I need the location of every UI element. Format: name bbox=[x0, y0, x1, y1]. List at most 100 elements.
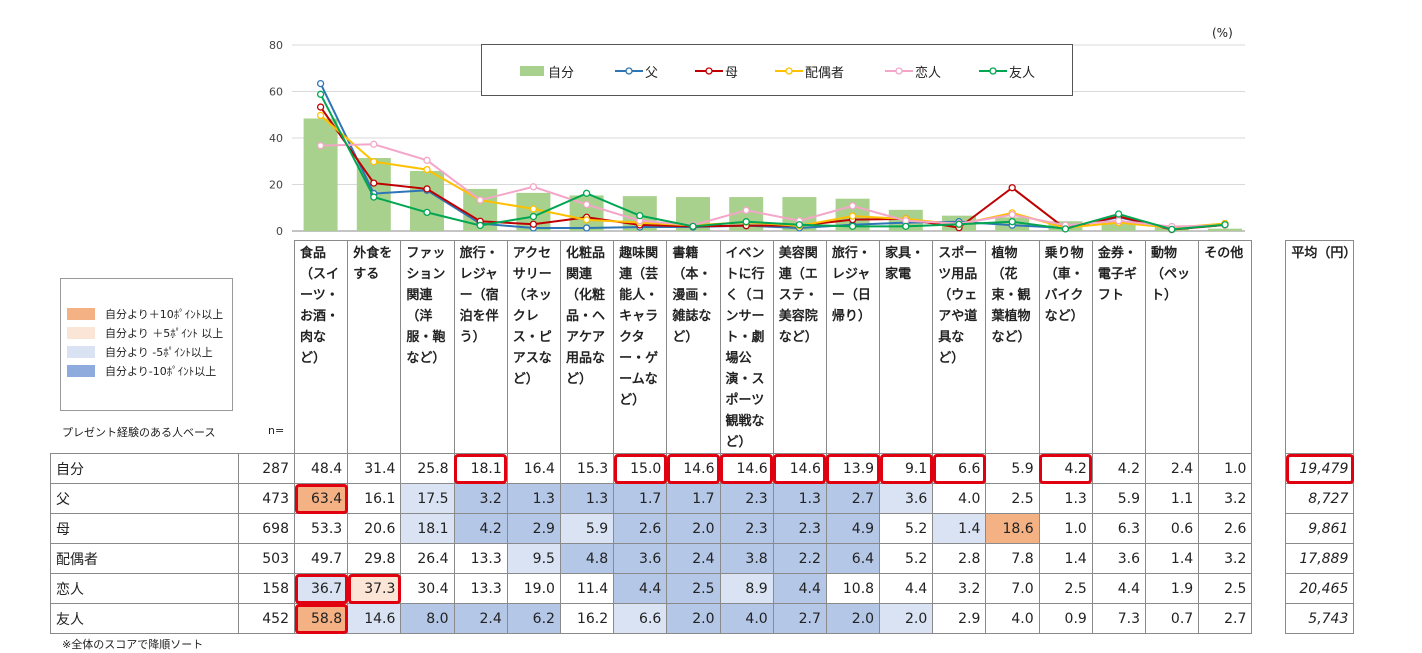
value-cell: 1.0 bbox=[1198, 453, 1253, 484]
avg-cell: 9,861 bbox=[1285, 513, 1355, 544]
value-cell: 4.0 bbox=[985, 603, 1040, 634]
value-cell: 0.6 bbox=[1144, 513, 1200, 544]
spacer-cell bbox=[1252, 241, 1286, 454]
value-cell: 37.3 bbox=[347, 573, 402, 604]
series-point bbox=[370, 193, 378, 201]
value-cell: 2.8 bbox=[932, 543, 987, 574]
value-cell: 10.8 bbox=[825, 573, 881, 604]
bar bbox=[410, 171, 444, 231]
value-cell: 6.2 bbox=[506, 603, 561, 634]
row-label: 配偶者 bbox=[50, 543, 239, 574]
series-point bbox=[1168, 225, 1176, 234]
key-label: 自分より ＋5ﾎﾟｲﾝﾄ 以上 bbox=[105, 327, 224, 340]
series-point bbox=[848, 202, 857, 210]
series-point bbox=[902, 222, 910, 231]
series-point bbox=[582, 216, 591, 224]
value-cell: 16.2 bbox=[559, 603, 615, 634]
value-cell: 2.6 bbox=[613, 513, 668, 544]
footnote: ※全体のスコアで降順ソート bbox=[62, 638, 204, 651]
value-cell: 5.2 bbox=[879, 513, 934, 544]
row-label: 母 bbox=[50, 513, 239, 544]
row-label: 友人 bbox=[50, 603, 239, 634]
value-cell: 30.4 bbox=[400, 573, 455, 604]
value-cell: 2.7 bbox=[1198, 603, 1253, 634]
value-cell: 1.4 bbox=[932, 513, 987, 544]
value-cell: 4.2 bbox=[453, 513, 508, 544]
series-point bbox=[476, 221, 484, 230]
value-cell: 0.9 bbox=[1038, 603, 1093, 634]
column-header: 植物（花束・観葉植物など） bbox=[985, 240, 1040, 454]
value-cell: 2.3 bbox=[719, 483, 774, 514]
value-cell: 63.4 bbox=[293, 483, 349, 514]
value-cell: 6.6 bbox=[932, 453, 987, 484]
value-cell: 2.4 bbox=[453, 603, 508, 634]
row-label: 恋人 bbox=[50, 573, 239, 604]
value-cell: 19.0 bbox=[506, 573, 561, 604]
column-header: 食品（スイーツ・お酒・肉など） bbox=[293, 240, 349, 454]
value-cell: 4.4 bbox=[1091, 573, 1147, 604]
sample-size: 698 bbox=[238, 513, 295, 544]
bar bbox=[1208, 228, 1242, 231]
value-cell: 2.9 bbox=[932, 603, 987, 634]
series-point bbox=[636, 212, 644, 220]
series-point bbox=[423, 165, 431, 174]
value-cell: 3.2 bbox=[1198, 483, 1253, 514]
value-cell: 1.9 bbox=[1144, 573, 1200, 604]
series-point bbox=[689, 222, 697, 231]
value-cell: 1.3 bbox=[506, 483, 561, 514]
legend-label: 友人 bbox=[1009, 65, 1036, 81]
series-point bbox=[1008, 184, 1016, 192]
value-cell: 4.2 bbox=[1091, 453, 1147, 484]
key-label: 自分より -5ﾎﾟｲﾝﾄ以上 bbox=[105, 346, 213, 359]
series-point bbox=[529, 212, 538, 221]
series-point bbox=[370, 179, 378, 187]
y-tick-label: 80 bbox=[269, 39, 283, 52]
value-cell: 1.3 bbox=[559, 483, 615, 514]
value-cell: 14.6 bbox=[666, 453, 721, 484]
avg-cell: 5,743 bbox=[1285, 603, 1355, 634]
value-cell: 1.3 bbox=[1038, 483, 1093, 514]
key-item: 自分より-10ﾎﾟｲﾝﾄ以上 bbox=[67, 364, 216, 378]
series-line bbox=[319, 106, 1226, 231]
value-cell: 5.9 bbox=[985, 453, 1040, 484]
value-cell: 3.6 bbox=[613, 543, 668, 574]
legend-item: 自分 bbox=[520, 63, 575, 81]
value-cell: 13.3 bbox=[453, 573, 508, 604]
avg-header: 平均（円） bbox=[1285, 240, 1356, 454]
row-label: 自分 bbox=[50, 453, 239, 484]
value-cell: 4.4 bbox=[879, 573, 934, 604]
value-cell: 3.2 bbox=[1198, 543, 1253, 574]
value-cell: 1.7 bbox=[666, 483, 721, 514]
value-cell: 2.5 bbox=[666, 573, 721, 604]
value-cell: 1.4 bbox=[1144, 543, 1200, 574]
table-row: 自分 287 48.4 31.4 25.8 18.1 16.4 15.3 15.0 14.6 14.… bbox=[50, 453, 1355, 484]
value-cell: 18.1 bbox=[453, 453, 508, 484]
series-point bbox=[316, 90, 325, 98]
data-table: 食品（スイーツ・お酒・肉など） 外食をする ファッション関連（洋服・鞄など） 旅行・レ… bbox=[50, 240, 1356, 634]
spacer-cell bbox=[1252, 604, 1286, 634]
legend-swatch bbox=[615, 67, 643, 75]
legend-label: 自分 bbox=[548, 65, 575, 81]
key-swatch bbox=[67, 365, 95, 377]
series-point bbox=[423, 156, 431, 164]
key-item: 自分より ＋5ﾎﾟｲﾝﾄ 以上 bbox=[67, 326, 223, 340]
avg-cell: 8,727 bbox=[1285, 483, 1355, 514]
spacer-cell bbox=[1252, 574, 1286, 604]
legend-swatch bbox=[885, 67, 913, 75]
spacer-cell bbox=[1252, 454, 1286, 484]
spacer-cell bbox=[51, 241, 239, 454]
value-cell: 14.6 bbox=[772, 453, 827, 484]
value-cell: 2.0 bbox=[666, 513, 721, 544]
key-label: 自分より＋10ﾎﾟｲﾝﾄ以上 bbox=[105, 308, 224, 321]
value-cell: 2.7 bbox=[825, 483, 881, 514]
column-header: アクセサリー（ネックレス・ピアスなど） bbox=[506, 240, 561, 454]
value-cell: 1.0 bbox=[1038, 513, 1093, 544]
legend-item: 友人 bbox=[979, 63, 1036, 81]
series-point bbox=[423, 208, 431, 217]
key-swatch bbox=[67, 346, 95, 358]
value-cell: 4.9 bbox=[825, 513, 881, 544]
value-cell: 16.1 bbox=[347, 483, 402, 514]
series-point bbox=[848, 222, 857, 231]
value-cell: 29.8 bbox=[347, 543, 402, 574]
series-point bbox=[316, 111, 325, 120]
